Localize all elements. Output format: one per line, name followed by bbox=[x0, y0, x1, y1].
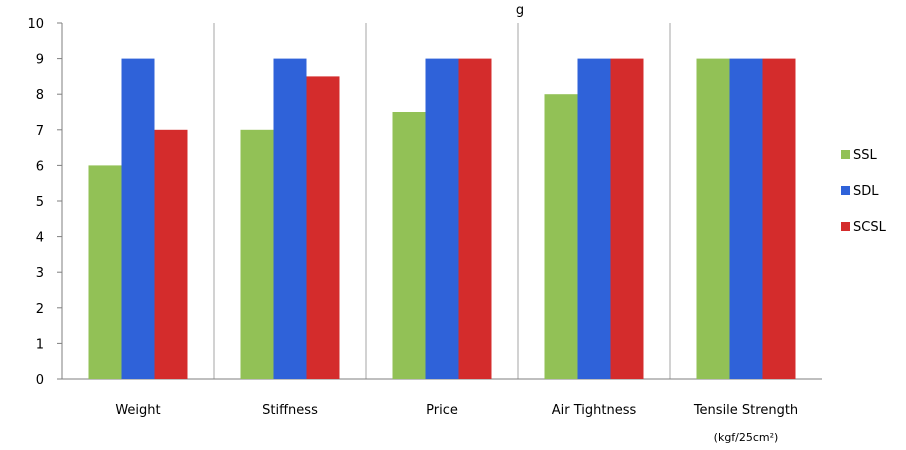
bar-ssl-price bbox=[392, 112, 426, 379]
bar-scsl-stiffness bbox=[306, 76, 340, 380]
legend-swatch-sdl bbox=[841, 186, 850, 195]
bar-sdl-tensile-strength bbox=[729, 58, 763, 379]
legend-label-scsl: SCSL bbox=[853, 220, 887, 235]
x-tick-label: Stiffness bbox=[262, 403, 318, 418]
bar-scsl-tensile-strength bbox=[762, 58, 796, 379]
y-tick-labels: 0 1 2 3 4 5 6 7 8 9 10 bbox=[27, 17, 62, 388]
x-tick-sublabel: (kgf/25cm²) bbox=[714, 431, 779, 444]
legend-swatch-scsl bbox=[841, 222, 850, 231]
x-tick-label: Tensile Strength bbox=[693, 403, 798, 418]
y-tick-label: 6 bbox=[36, 159, 44, 174]
bars bbox=[88, 58, 796, 380]
bar-ssl-weight bbox=[88, 165, 122, 379]
y-tick-label: 0 bbox=[36, 373, 44, 388]
y-tick-label: 9 bbox=[36, 53, 44, 68]
bar-ssl-tensile-strength bbox=[696, 58, 730, 379]
x-tick-label: Weight bbox=[115, 403, 160, 418]
x-tick-label: Price bbox=[426, 403, 458, 418]
bar-sdl-weight bbox=[121, 58, 155, 379]
category-separators bbox=[213, 23, 671, 379]
legend: SSL SDL SCSL bbox=[841, 148, 887, 235]
y-tick-label: 1 bbox=[36, 337, 44, 352]
bar-scsl-air-tightness bbox=[610, 58, 644, 379]
bar-sdl-air-tightness bbox=[577, 58, 611, 379]
y-tick-label: 4 bbox=[36, 231, 44, 246]
chart-title: g bbox=[516, 3, 524, 18]
category-labels: Weight Stiffness Price Air Tightness Tensile… bbox=[115, 403, 798, 444]
y-tick-label: 2 bbox=[36, 302, 44, 317]
y-tick-label: 8 bbox=[36, 88, 44, 103]
y-tick-label: 10 bbox=[27, 17, 44, 32]
y-tick-label: 5 bbox=[36, 195, 44, 210]
bar-scsl-price bbox=[458, 58, 492, 379]
bar-scsl-weight bbox=[154, 129, 188, 379]
legend-swatch-ssl bbox=[841, 150, 850, 159]
bar-sdl-stiffness bbox=[273, 58, 307, 379]
y-tick-label: 7 bbox=[36, 124, 44, 139]
y-tick-label: 3 bbox=[36, 266, 44, 281]
x-tick-label: Air Tightness bbox=[552, 403, 637, 418]
legend-label-ssl: SSL bbox=[853, 148, 878, 163]
bar-sdl-price bbox=[425, 58, 459, 379]
bar-ssl-stiffness bbox=[240, 129, 274, 379]
legend-label-sdl: SDL bbox=[853, 184, 879, 199]
bar-ssl-air-tightness bbox=[544, 94, 578, 379]
